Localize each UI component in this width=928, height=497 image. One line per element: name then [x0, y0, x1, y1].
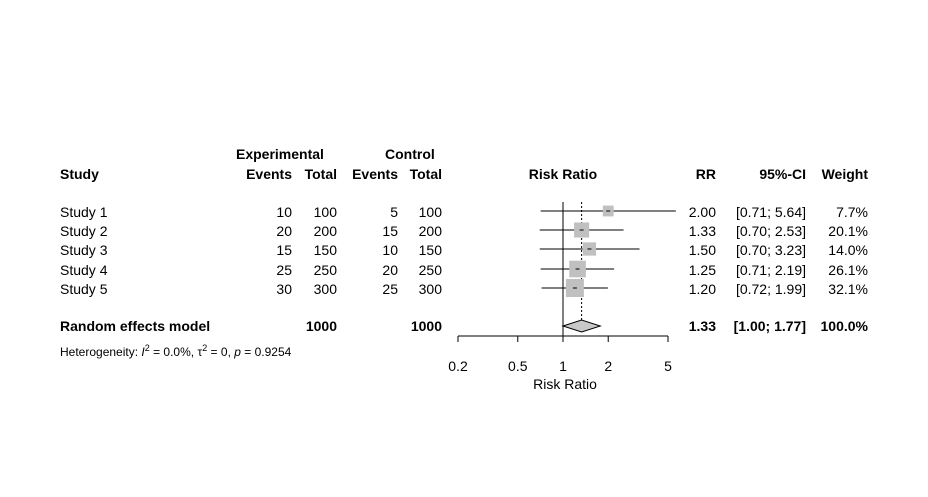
heterogeneity-text: Heterogeneity: I2 = 0.0%, τ2 = 0, p = 0.… [60, 340, 291, 360]
exp-total: 300 [313, 281, 337, 297]
exp-events: 25 [276, 262, 292, 278]
x-tick-label: 1 [559, 358, 567, 374]
weight-value: 14.0% [828, 242, 868, 258]
pooled-ci: [1.00; 1.77] [733, 318, 806, 334]
rr-value: 1.50 [688, 242, 716, 258]
ci-value: [0.72; 1.99] [735, 281, 806, 297]
ci-value: [0.70; 3.23] [735, 242, 806, 258]
study-name: Study 2 [60, 223, 108, 239]
weight-value: 7.7% [836, 204, 868, 220]
rr-value: 1.33 [688, 223, 716, 239]
ctrl-total: 100 [418, 204, 442, 220]
x-tick-label: 0.2 [448, 358, 468, 374]
exp-events: 30 [276, 281, 292, 297]
exp-total: 150 [313, 242, 337, 258]
weight-value: 20.1% [828, 223, 868, 239]
weight-value: 32.1% [828, 281, 868, 297]
ci-value: [0.71; 5.64] [735, 204, 806, 220]
pooled-label: Random effects model [60, 318, 211, 334]
ctrl-events: 5 [390, 204, 398, 220]
tau-value: = 0, [207, 345, 235, 359]
header-study: Study [60, 166, 99, 182]
ctrl-events: 10 [382, 242, 398, 258]
rr-value: 1.25 [688, 262, 716, 278]
header-events-exp: Events [246, 166, 292, 182]
exp-total: 250 [313, 262, 337, 278]
header-total-exp: Total [304, 166, 337, 182]
heterogeneity-prefix: Heterogeneity: [60, 345, 142, 359]
p-value: = 0.9254 [240, 345, 292, 359]
header-risk-ratio: Risk Ratio [528, 166, 598, 182]
ci-value: [0.71; 2.19] [735, 262, 806, 278]
tau-sup: 2 [202, 343, 208, 353]
exp-events: 10 [276, 204, 292, 220]
exp-events: 15 [276, 242, 292, 258]
exp-total: 200 [313, 223, 337, 239]
x-tick-label: 5 [664, 358, 672, 374]
header-total-ctrl: Total [409, 166, 442, 182]
ctrl-events: 15 [382, 223, 398, 239]
x-tick-label: 2 [604, 358, 612, 374]
rr-value: 2.00 [688, 204, 716, 220]
i2-symbol: I [141, 345, 145, 359]
pooled-weight: 100.0% [820, 318, 868, 334]
pooled-exp-total: 1000 [305, 318, 337, 334]
p-symbol: p [234, 345, 241, 359]
ci-value: [0.70; 2.53] [735, 223, 806, 239]
pooled-rr: 1.33 [688, 318, 716, 334]
i2-value: = 0.0%, [149, 345, 198, 359]
header-rr: RR [695, 166, 716, 182]
header-experimental: Experimental [236, 146, 324, 162]
pooled-ctrl-total: 1000 [410, 318, 442, 334]
tau-symbol: τ [197, 345, 203, 359]
study-name: Study 5 [60, 281, 108, 297]
rr-value: 1.20 [688, 281, 716, 297]
header-weight: Weight [821, 166, 868, 182]
x-tick-label: 0.5 [508, 358, 528, 374]
ctrl-total: 200 [418, 223, 442, 239]
ctrl-events: 20 [382, 262, 398, 278]
i2-sup: 2 [144, 343, 150, 353]
weight-value: 26.1% [828, 262, 868, 278]
header-ci: 95%-CI [759, 166, 806, 182]
x-axis-label: Risk Ratio [533, 376, 597, 392]
exp-events: 20 [276, 223, 292, 239]
ctrl-events: 25 [382, 281, 398, 297]
pooled-diamond [561, 319, 602, 333]
study-name: Study 1 [60, 204, 108, 220]
ctrl-total: 150 [418, 242, 442, 258]
study-name: Study 3 [60, 242, 108, 258]
header-control: Control [385, 146, 435, 162]
header-events-ctrl: Events [352, 166, 398, 182]
exp-total: 100 [313, 204, 337, 220]
ctrl-total: 250 [418, 262, 442, 278]
ctrl-total: 300 [418, 281, 442, 297]
study-name: Study 4 [60, 262, 108, 278]
